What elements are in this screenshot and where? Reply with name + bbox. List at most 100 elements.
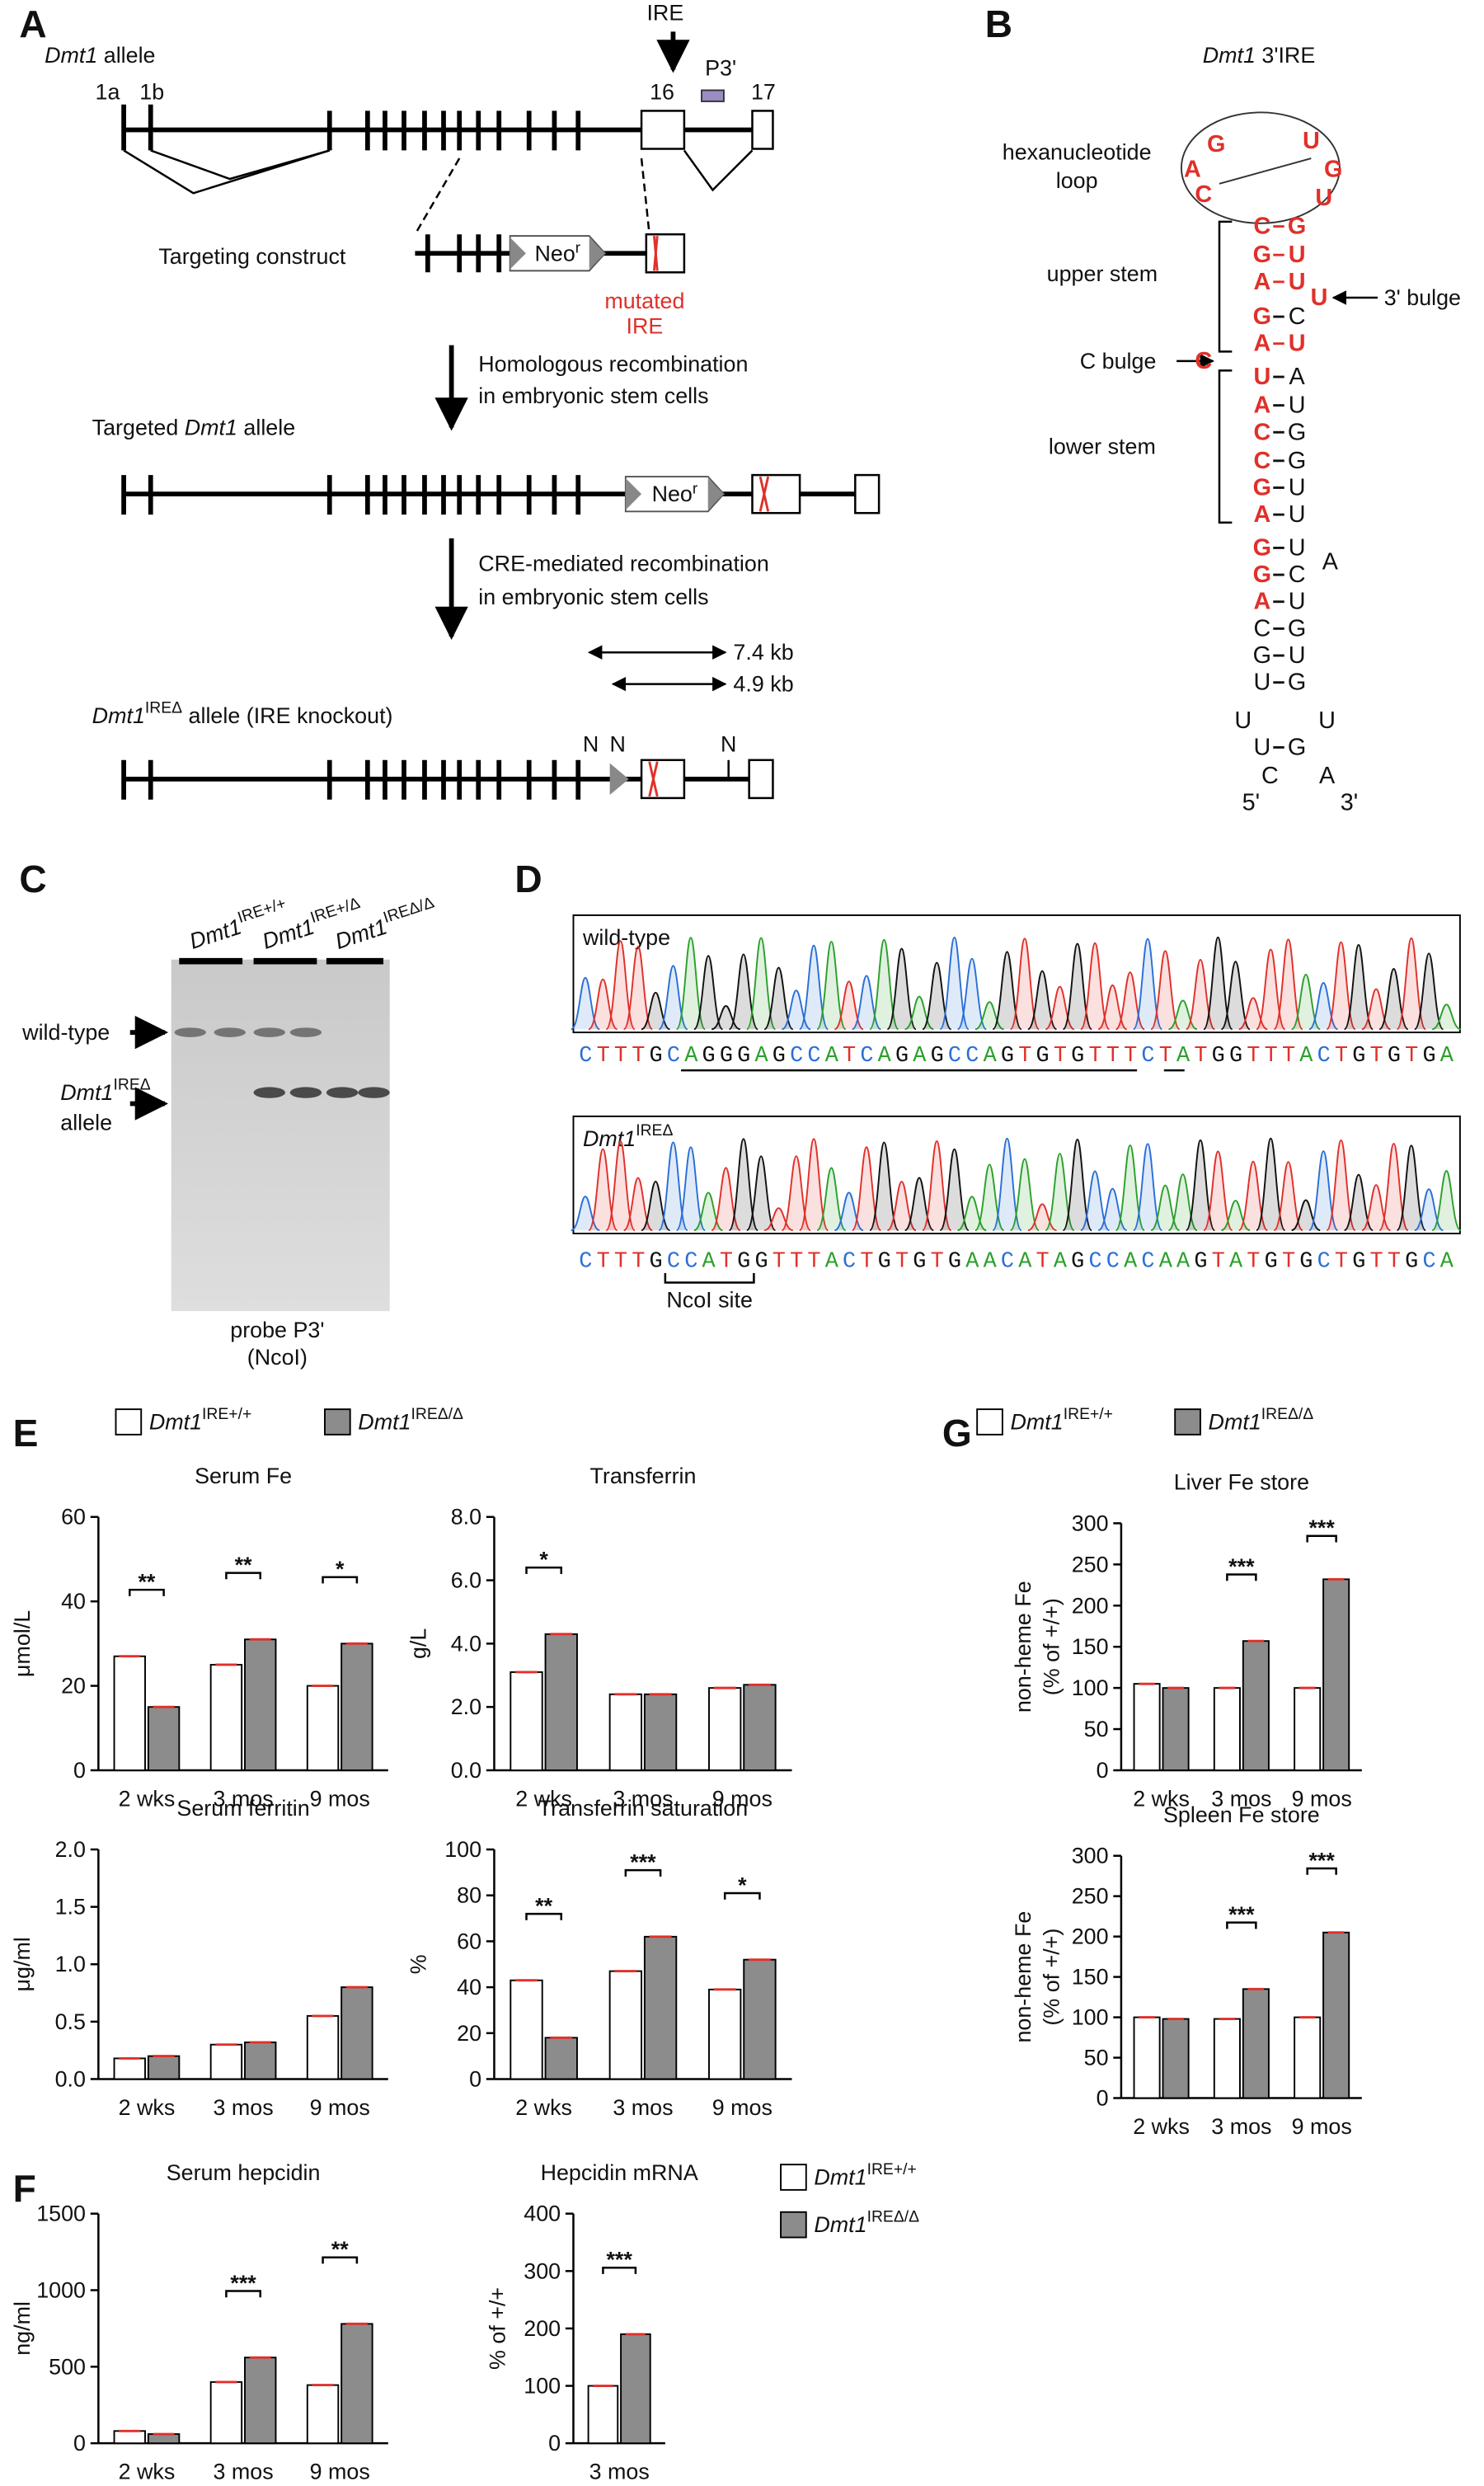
chromatogram-peak bbox=[1027, 970, 1058, 1031]
chromatogram-peak bbox=[1185, 1139, 1216, 1232]
nucleotide: U bbox=[1289, 501, 1306, 528]
nucleotide: U bbox=[1289, 242, 1306, 268]
sig-bracket bbox=[624, 1868, 662, 1877]
nucleotide: A bbox=[1253, 501, 1270, 528]
y-tick-label: 40 bbox=[457, 1975, 481, 2000]
sig-label: * bbox=[336, 1557, 345, 1581]
y-tick-label: 300 bbox=[1072, 1844, 1109, 1868]
band bbox=[214, 1027, 246, 1037]
y-tick-label: 0 bbox=[73, 2431, 86, 2455]
y-tick-label: 100 bbox=[1072, 1675, 1109, 1700]
bar bbox=[544, 2037, 578, 2080]
panel-label: D bbox=[514, 858, 542, 900]
bulge-label: 3' bulge bbox=[1384, 285, 1461, 310]
loop-outline bbox=[1180, 111, 1341, 224]
exon-box bbox=[748, 759, 774, 800]
bar bbox=[1294, 1687, 1322, 1771]
bar bbox=[147, 2055, 181, 2080]
bar bbox=[1213, 1687, 1241, 1771]
y-tick-label: 300 bbox=[524, 2258, 561, 2283]
sig-label: *** bbox=[606, 2248, 632, 2272]
chromatogram-peak bbox=[675, 937, 707, 1031]
y-tick-label: 0.0 bbox=[451, 1758, 481, 1783]
sig-label: ** bbox=[138, 1569, 155, 1594]
sig-label: ** bbox=[331, 2237, 349, 2262]
mutated-label: mutated bbox=[604, 289, 684, 313]
probe-label: probe P3' bbox=[230, 1318, 324, 1342]
nucleotide: C bbox=[1253, 448, 1270, 474]
chromatogram-peak bbox=[745, 937, 777, 1031]
splice bbox=[150, 149, 331, 181]
step-label: CRE-mediated recombination bbox=[478, 552, 769, 576]
sig-bracket bbox=[525, 1912, 563, 1920]
x-tick-label: 2 wks bbox=[119, 1787, 176, 1812]
legend-swatch bbox=[1174, 1408, 1201, 1436]
legend-swatch bbox=[780, 2211, 807, 2239]
bar bbox=[1133, 2016, 1161, 2099]
nucleotide: C bbox=[1253, 214, 1270, 240]
lox bbox=[510, 237, 526, 270]
kb-label: 4.9 kb bbox=[733, 672, 793, 697]
chart-title: Transferrin bbox=[590, 1464, 697, 1488]
chromatogram-peak bbox=[956, 957, 988, 1031]
y-tick-label: 60 bbox=[457, 1929, 481, 1953]
x-tick-label: 3 mos bbox=[589, 2460, 650, 2484]
nucleotide: C bbox=[1253, 615, 1270, 641]
mut-mark bbox=[648, 761, 659, 797]
bracket bbox=[1218, 369, 1233, 524]
chromatogram-peak bbox=[1220, 961, 1251, 1031]
site-bracket bbox=[664, 1272, 755, 1284]
sig-label: * bbox=[539, 1548, 548, 1572]
allele-label: Dmt1IREΔ allele (IRE knockout) bbox=[92, 698, 393, 728]
y-tick-label: 60 bbox=[61, 1505, 86, 1530]
panel-label: B bbox=[985, 2, 1012, 45]
x-tick-label: 2 wks bbox=[119, 2460, 176, 2484]
trace-label: wild-type bbox=[582, 925, 670, 950]
x-tick-label: 2 wks bbox=[119, 2095, 176, 2120]
site-label: NcoI site bbox=[666, 1288, 753, 1313]
band bbox=[358, 1087, 390, 1098]
sig-label: *** bbox=[1308, 1516, 1335, 1540]
sig-label: *** bbox=[1228, 1554, 1255, 1579]
bar bbox=[643, 1693, 678, 1771]
chromatogram-peak bbox=[992, 1137, 1022, 1232]
chromatogram-peak bbox=[939, 936, 970, 1031]
allele-wt bbox=[121, 104, 774, 151]
chart-title: Transferrin saturation bbox=[538, 1796, 748, 1821]
bar bbox=[608, 1970, 643, 2080]
chromatogram-peak bbox=[1203, 936, 1233, 1031]
y-axis-label: ng/ml bbox=[10, 2301, 35, 2356]
loop-line bbox=[1219, 157, 1312, 185]
nucleotide: U bbox=[1289, 269, 1306, 295]
sig-label: *** bbox=[230, 2271, 256, 2296]
panel-label: E bbox=[13, 1412, 39, 1454]
x-tick-label: 3 mos bbox=[213, 2460, 273, 2484]
lox bbox=[609, 763, 629, 796]
y-tick-label: 500 bbox=[49, 2354, 86, 2379]
y-axis-label: (% of +/+) bbox=[1039, 1929, 1064, 2026]
chromatogram-peak bbox=[1009, 1158, 1040, 1232]
legend-label: Dmt1IRE+/+ bbox=[814, 2160, 916, 2190]
lox bbox=[707, 477, 724, 510]
nucleotide: U bbox=[1289, 642, 1306, 669]
chart-title: Hepcidin mRNA bbox=[541, 2160, 698, 2185]
chromatogram-peak bbox=[1132, 1143, 1163, 1232]
construct-label: Targeting construct bbox=[158, 244, 346, 269]
chromatogram-peak bbox=[1009, 938, 1040, 1031]
chromatogram-peak bbox=[1062, 1139, 1093, 1232]
probe-label: P3' bbox=[705, 56, 736, 81]
y-axis-label: μmol/L bbox=[10, 1610, 35, 1677]
x-tick-label: 9 mos bbox=[1292, 1787, 1352, 1812]
chromatogram-peak bbox=[693, 1191, 723, 1232]
sig-bracket bbox=[225, 2290, 261, 2298]
y-tick-label: 200 bbox=[1072, 1593, 1109, 1618]
y-tick-label: 20 bbox=[61, 1674, 86, 1699]
legend-swatch bbox=[324, 1408, 351, 1436]
bar bbox=[244, 2041, 277, 2080]
y-axis-label: % bbox=[406, 1954, 430, 1974]
bar bbox=[209, 1664, 243, 1771]
y-tick-label: 1.0 bbox=[55, 1952, 86, 1976]
bar bbox=[1213, 2018, 1241, 2099]
bar bbox=[1133, 1683, 1161, 1771]
